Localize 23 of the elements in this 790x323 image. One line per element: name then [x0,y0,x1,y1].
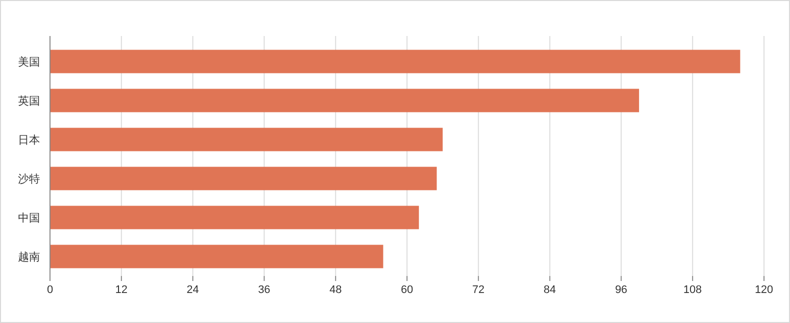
y-tick-label: 日本 [18,134,40,146]
bar [50,88,640,112]
bar [50,206,419,230]
y-tick-label: 越南 [18,250,40,264]
x-tick-label: 48 [329,284,342,296]
x-tick-label: 12 [115,284,128,296]
bar [50,128,443,152]
bar [50,50,740,74]
bar [50,244,384,268]
x-tick-label: 108 [683,284,702,296]
y-tick-label: 英国 [18,94,40,108]
x-tick-label: 60 [400,284,414,296]
x-tick-label: 24 [186,284,199,296]
x-tick-label: 84 [544,284,556,296]
x-tick-label: 36 [258,284,270,296]
x-tick-label: 72 [472,284,485,296]
x-tick-label: 120 [754,284,774,296]
y-tick-label: 美国 [18,56,40,68]
bar [50,166,437,190]
x-tick-label: 96 [615,284,628,296]
y-tick-label: 中国 [18,212,40,224]
x-tick-label: 0 [46,284,54,296]
y-tick-label: 沙特 [18,172,40,186]
